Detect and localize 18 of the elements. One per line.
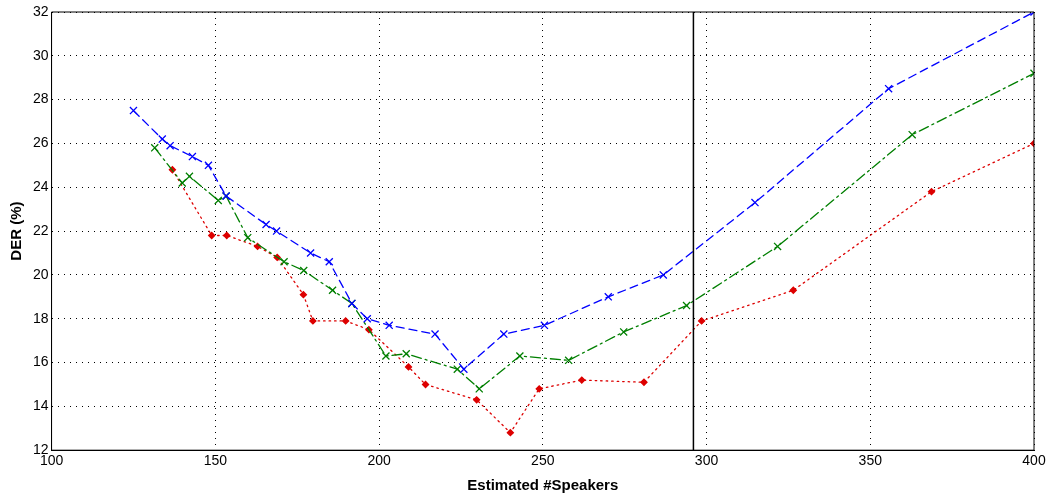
x-tick-label: 400 — [1022, 452, 1046, 469]
y-tick-label: 30 — [32, 46, 49, 63]
y-axis-title: DER (%) — [7, 201, 25, 261]
y-tick-label: 32 — [32, 2, 49, 19]
y-tick-label: 14 — [32, 397, 49, 414]
y-tick-label: 16 — [32, 353, 49, 370]
x-tick-label: 350 — [858, 452, 883, 469]
x-axis-title: Estimated #Speakers — [467, 476, 619, 494]
y-tick-label: 26 — [32, 134, 49, 151]
y-tick-label: 20 — [32, 265, 49, 282]
x-tick-label: 250 — [531, 452, 555, 469]
x-tick-label: 200 — [367, 452, 391, 469]
y-tick-label: 18 — [32, 309, 49, 326]
x-tick-label: 150 — [203, 452, 228, 469]
y-tick-label: 24 — [32, 178, 49, 195]
x-tick-label: 300 — [694, 452, 719, 469]
y-tick-label: 22 — [32, 221, 49, 238]
y-tick-label: 28 — [32, 90, 49, 107]
